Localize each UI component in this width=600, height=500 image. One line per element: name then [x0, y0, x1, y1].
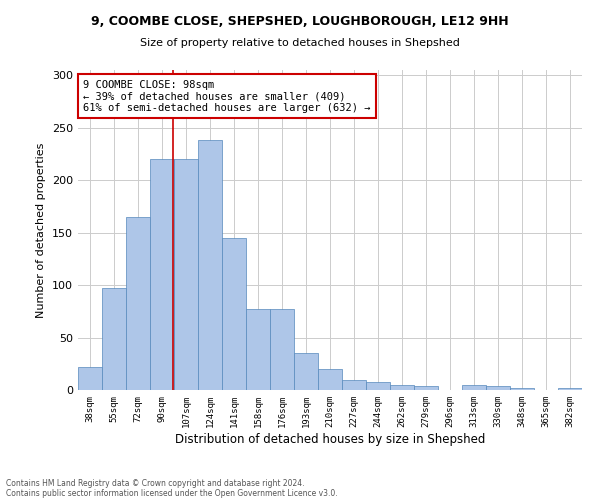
Bar	[486, 386, 510, 390]
Bar	[390, 385, 414, 390]
Bar	[222, 238, 246, 390]
Bar	[246, 309, 270, 390]
X-axis label: Distribution of detached houses by size in Shepshed: Distribution of detached houses by size …	[175, 432, 485, 446]
Text: 9 COOMBE CLOSE: 98sqm
← 39% of detached houses are smaller (409)
61% of semi-det: 9 COOMBE CLOSE: 98sqm ← 39% of detached …	[83, 80, 371, 113]
Bar	[342, 380, 366, 390]
Bar	[150, 159, 174, 390]
Bar	[462, 385, 486, 390]
Bar	[174, 159, 198, 390]
Bar	[366, 382, 390, 390]
Text: 9, COOMBE CLOSE, SHEPSHED, LOUGHBOROUGH, LE12 9HH: 9, COOMBE CLOSE, SHEPSHED, LOUGHBOROUGH,…	[91, 15, 509, 28]
Bar	[294, 354, 318, 390]
Bar	[78, 367, 102, 390]
Bar	[198, 140, 222, 390]
Bar	[270, 309, 294, 390]
Text: Contains HM Land Registry data © Crown copyright and database right 2024.: Contains HM Land Registry data © Crown c…	[6, 478, 305, 488]
Bar	[318, 369, 342, 390]
Bar	[510, 388, 534, 390]
Bar	[558, 388, 582, 390]
Text: Size of property relative to detached houses in Shepshed: Size of property relative to detached ho…	[140, 38, 460, 48]
Bar	[414, 386, 438, 390]
Bar	[102, 288, 126, 390]
Y-axis label: Number of detached properties: Number of detached properties	[37, 142, 46, 318]
Text: Contains public sector information licensed under the Open Government Licence v3: Contains public sector information licen…	[6, 488, 338, 498]
Bar	[126, 217, 150, 390]
